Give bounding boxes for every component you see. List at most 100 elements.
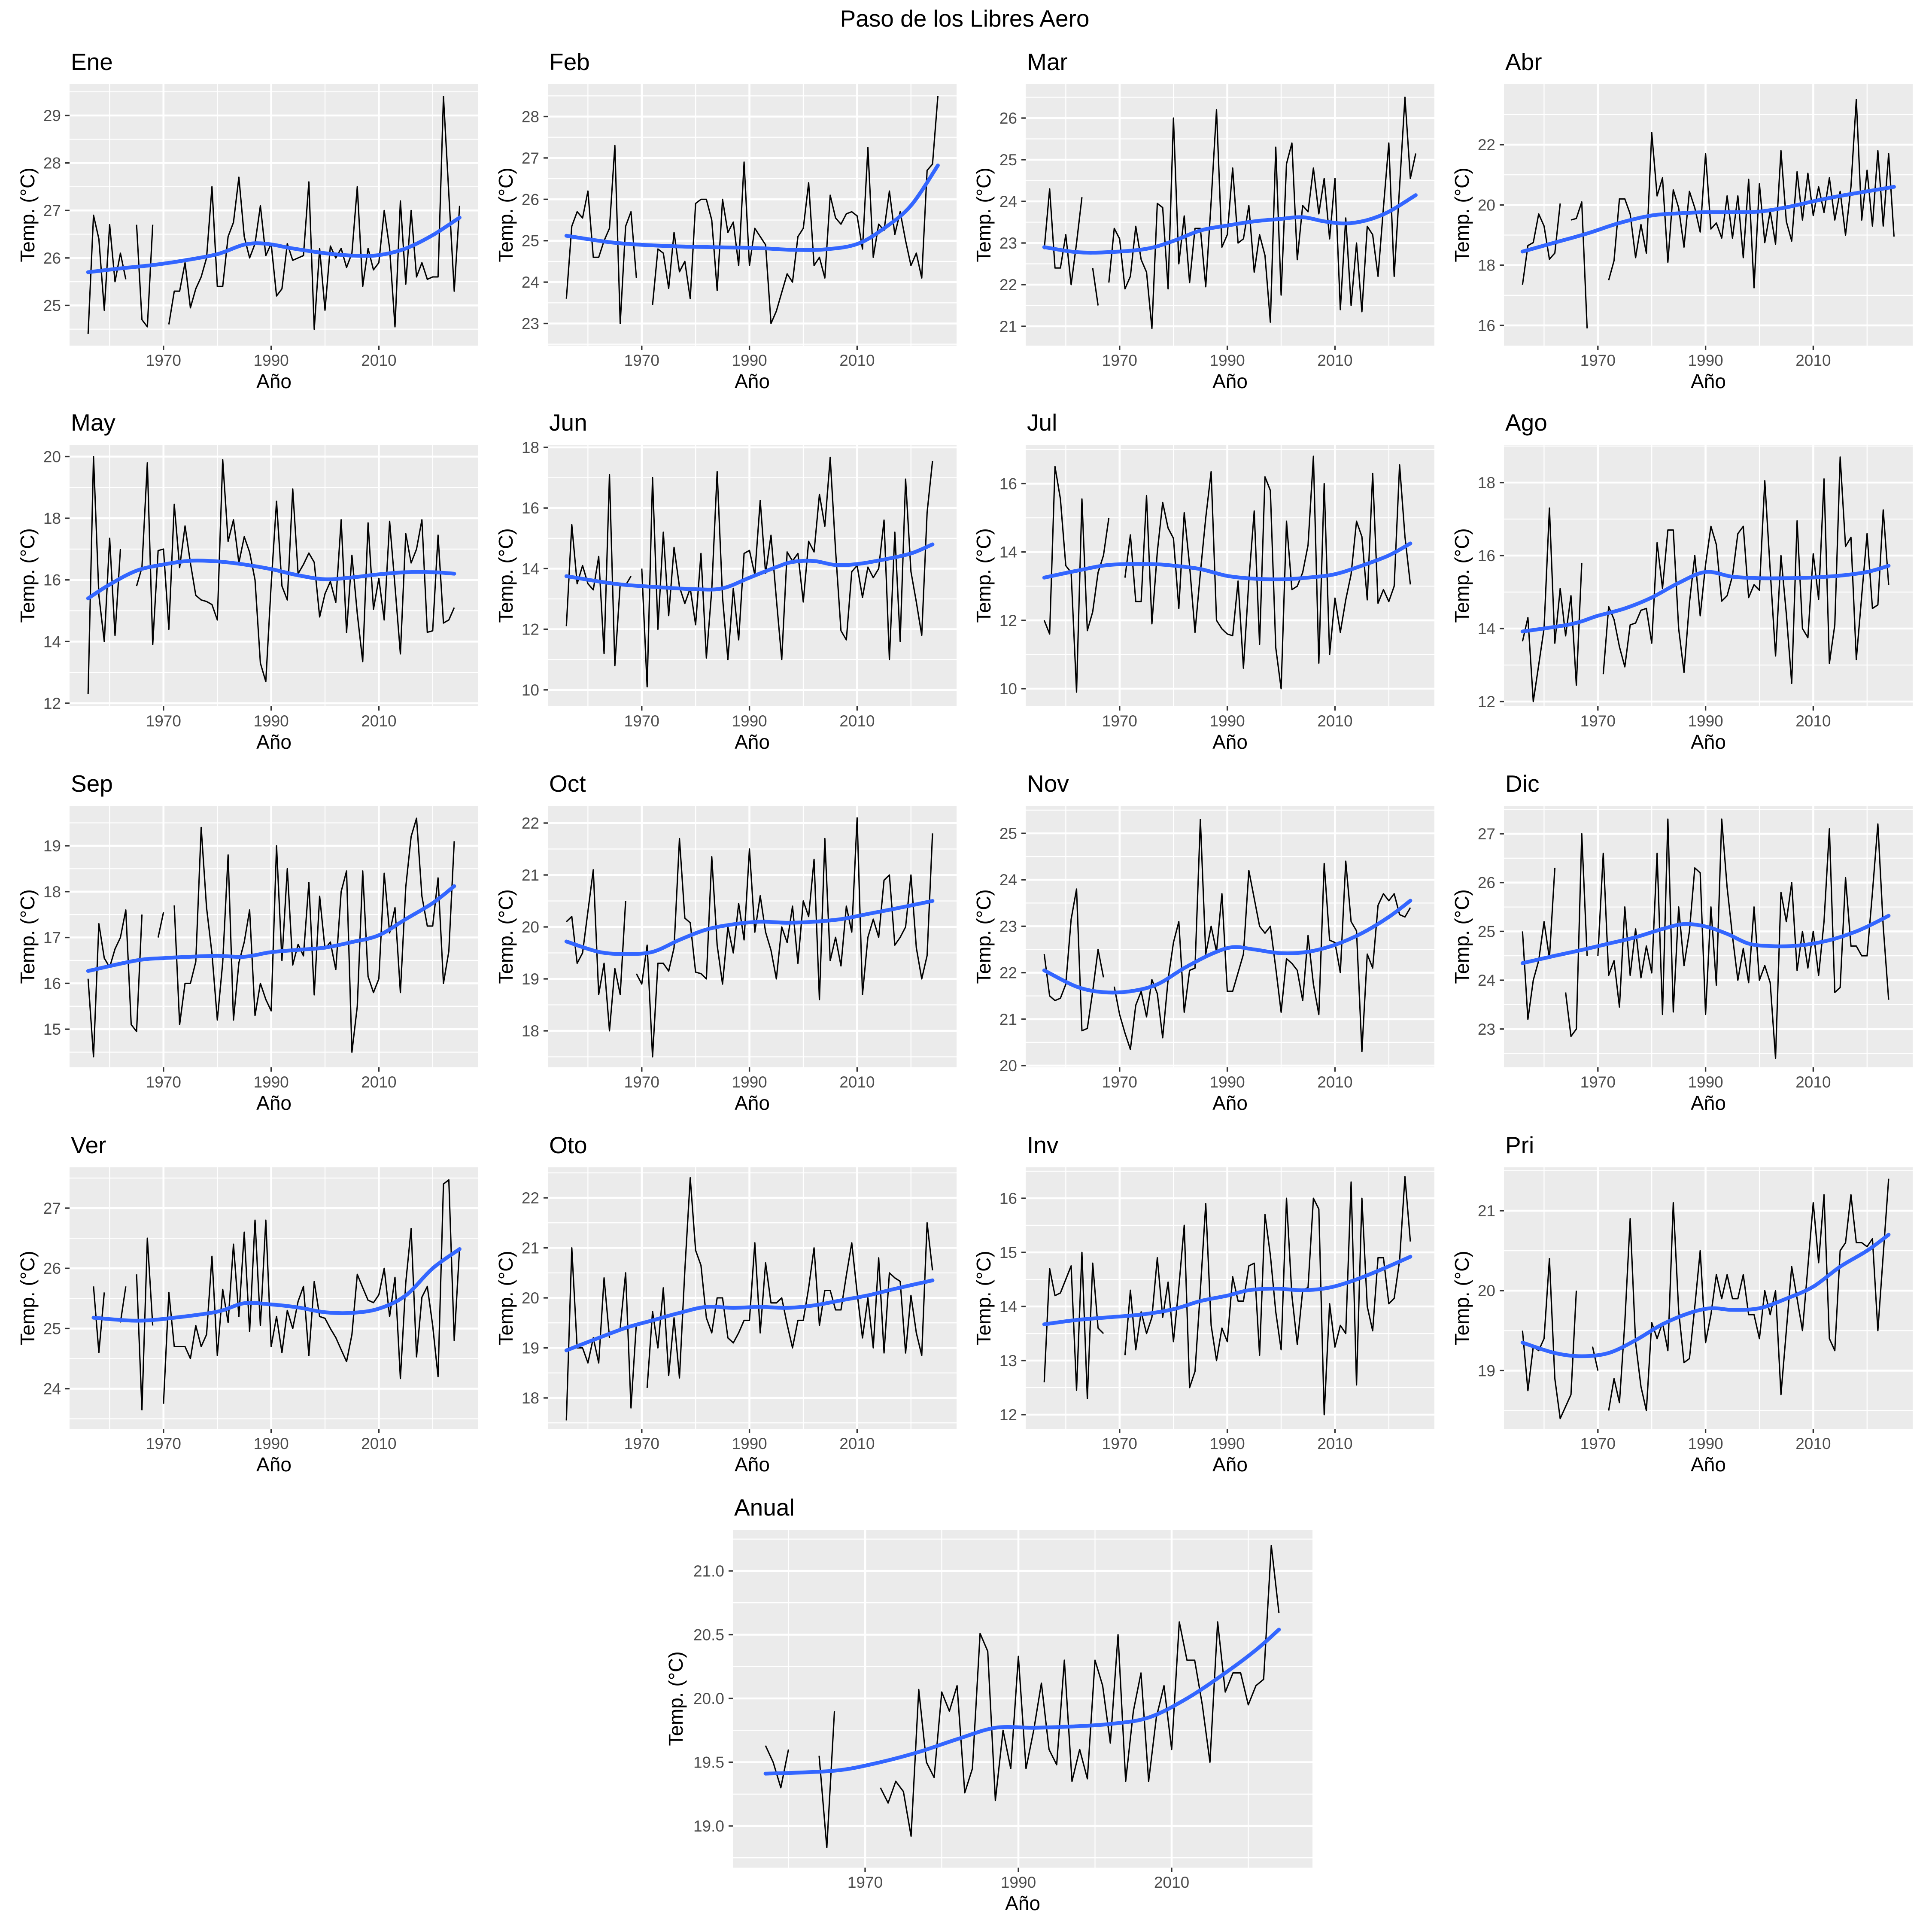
svg-text:1970: 1970 <box>146 712 181 730</box>
svg-text:Año: Año <box>1212 731 1248 753</box>
svg-text:17: 17 <box>43 929 61 947</box>
svg-text:1990: 1990 <box>253 712 289 730</box>
svg-text:1990: 1990 <box>1209 1435 1245 1452</box>
svg-text:2010: 2010 <box>361 712 396 730</box>
svg-text:May: May <box>71 409 115 436</box>
svg-text:24: 24 <box>43 1380 61 1398</box>
svg-text:10: 10 <box>522 681 539 699</box>
svg-text:18: 18 <box>522 1022 539 1040</box>
svg-text:1970: 1970 <box>848 1874 883 1891</box>
svg-text:Oto: Oto <box>549 1132 587 1158</box>
svg-text:24: 24 <box>999 193 1017 210</box>
svg-text:2010: 2010 <box>1795 712 1831 730</box>
svg-text:14: 14 <box>1478 620 1495 638</box>
svg-text:Año: Año <box>1212 1092 1248 1114</box>
svg-text:2010: 2010 <box>361 1435 396 1452</box>
svg-text:1990: 1990 <box>253 1073 289 1091</box>
svg-text:18: 18 <box>1478 474 1495 492</box>
svg-text:Jun: Jun <box>549 409 587 436</box>
svg-text:2010: 2010 <box>1795 1073 1831 1091</box>
svg-text:19.0: 19.0 <box>693 1817 724 1835</box>
svg-text:2010: 2010 <box>1317 712 1352 730</box>
svg-text:1990: 1990 <box>1209 1073 1245 1091</box>
svg-text:Mar: Mar <box>1027 49 1068 75</box>
svg-text:1990: 1990 <box>732 352 767 369</box>
svg-text:19.5: 19.5 <box>693 1754 724 1771</box>
svg-text:Año: Año <box>1691 1092 1726 1114</box>
svg-text:Temp. (°C): Temp. (°C) <box>495 889 517 984</box>
svg-text:Temp. (°C): Temp. (°C) <box>972 1251 995 1345</box>
svg-text:Temp. (°C): Temp. (°C) <box>1451 528 1473 623</box>
svg-text:21: 21 <box>1478 1202 1495 1220</box>
svg-text:1970: 1970 <box>1102 712 1137 730</box>
svg-text:28: 28 <box>522 108 539 126</box>
svg-text:14: 14 <box>999 544 1017 561</box>
svg-text:12: 12 <box>43 695 61 712</box>
svg-text:1970: 1970 <box>1580 712 1616 730</box>
svg-text:20: 20 <box>1478 1282 1495 1300</box>
svg-text:1990: 1990 <box>253 1435 289 1452</box>
svg-text:25: 25 <box>999 151 1017 169</box>
svg-text:Temp. (°C): Temp. (°C) <box>972 889 995 984</box>
svg-text:22: 22 <box>522 814 539 832</box>
svg-text:13: 13 <box>999 1352 1017 1370</box>
svg-text:12: 12 <box>1478 693 1495 711</box>
svg-text:Oct: Oct <box>549 770 586 797</box>
svg-text:14: 14 <box>522 560 539 577</box>
svg-text:2010: 2010 <box>1317 1435 1352 1452</box>
svg-text:23: 23 <box>1478 1021 1495 1038</box>
svg-text:Temp. (°C): Temp. (°C) <box>1451 167 1473 262</box>
svg-text:23: 23 <box>522 315 539 333</box>
svg-text:10: 10 <box>999 680 1017 698</box>
svg-text:Temp. (°C): Temp. (°C) <box>495 528 517 623</box>
svg-text:12: 12 <box>999 612 1017 629</box>
svg-text:21: 21 <box>999 318 1017 335</box>
svg-text:Temp. (°C): Temp. (°C) <box>665 1651 687 1746</box>
svg-text:1970: 1970 <box>1102 1435 1137 1452</box>
svg-text:20: 20 <box>1478 196 1495 214</box>
svg-text:Pri: Pri <box>1505 1132 1534 1158</box>
svg-text:1970: 1970 <box>146 352 181 369</box>
svg-text:2010: 2010 <box>361 352 396 369</box>
svg-text:27: 27 <box>43 1200 61 1217</box>
svg-text:15: 15 <box>43 1021 61 1038</box>
svg-text:23: 23 <box>999 234 1017 252</box>
svg-text:1970: 1970 <box>624 1435 659 1452</box>
svg-text:1990: 1990 <box>732 1435 767 1452</box>
svg-text:18: 18 <box>43 510 61 527</box>
svg-text:16: 16 <box>1478 547 1495 565</box>
svg-text:2010: 2010 <box>1795 1435 1831 1452</box>
svg-text:28: 28 <box>43 155 61 172</box>
svg-text:1990: 1990 <box>1688 1073 1723 1091</box>
svg-text:Temp. (°C): Temp. (°C) <box>16 167 39 262</box>
svg-text:24: 24 <box>999 871 1017 889</box>
svg-text:Temp. (°C): Temp. (°C) <box>16 528 39 623</box>
svg-text:Feb: Feb <box>549 49 590 75</box>
svg-text:Temp. (°C): Temp. (°C) <box>16 889 39 984</box>
svg-text:1990: 1990 <box>1688 1435 1723 1452</box>
svg-text:Dic: Dic <box>1505 770 1539 797</box>
svg-text:27: 27 <box>43 202 61 219</box>
svg-text:14: 14 <box>999 1298 1017 1315</box>
svg-text:26: 26 <box>522 191 539 208</box>
svg-text:1970: 1970 <box>624 1073 659 1091</box>
svg-text:1990: 1990 <box>1209 712 1245 730</box>
svg-text:21: 21 <box>999 1011 1017 1028</box>
svg-text:Año: Año <box>1212 370 1248 392</box>
svg-text:1990: 1990 <box>1688 352 1723 369</box>
svg-text:Año: Año <box>1691 370 1726 392</box>
svg-text:Temp. (°C): Temp. (°C) <box>495 1251 517 1345</box>
svg-text:2010: 2010 <box>839 1073 875 1091</box>
svg-text:Año: Año <box>735 731 770 753</box>
svg-text:27: 27 <box>522 149 539 167</box>
svg-text:22: 22 <box>522 1189 539 1207</box>
svg-text:Año: Año <box>735 1092 770 1114</box>
svg-text:2010: 2010 <box>361 1073 396 1091</box>
svg-text:25: 25 <box>1478 923 1495 940</box>
svg-text:24: 24 <box>522 273 539 291</box>
svg-text:24: 24 <box>1478 972 1495 989</box>
svg-text:Año: Año <box>1212 1453 1248 1476</box>
svg-text:20.0: 20.0 <box>693 1690 724 1707</box>
svg-text:Temp. (°C): Temp. (°C) <box>1451 889 1473 984</box>
svg-text:Inv: Inv <box>1027 1132 1059 1158</box>
